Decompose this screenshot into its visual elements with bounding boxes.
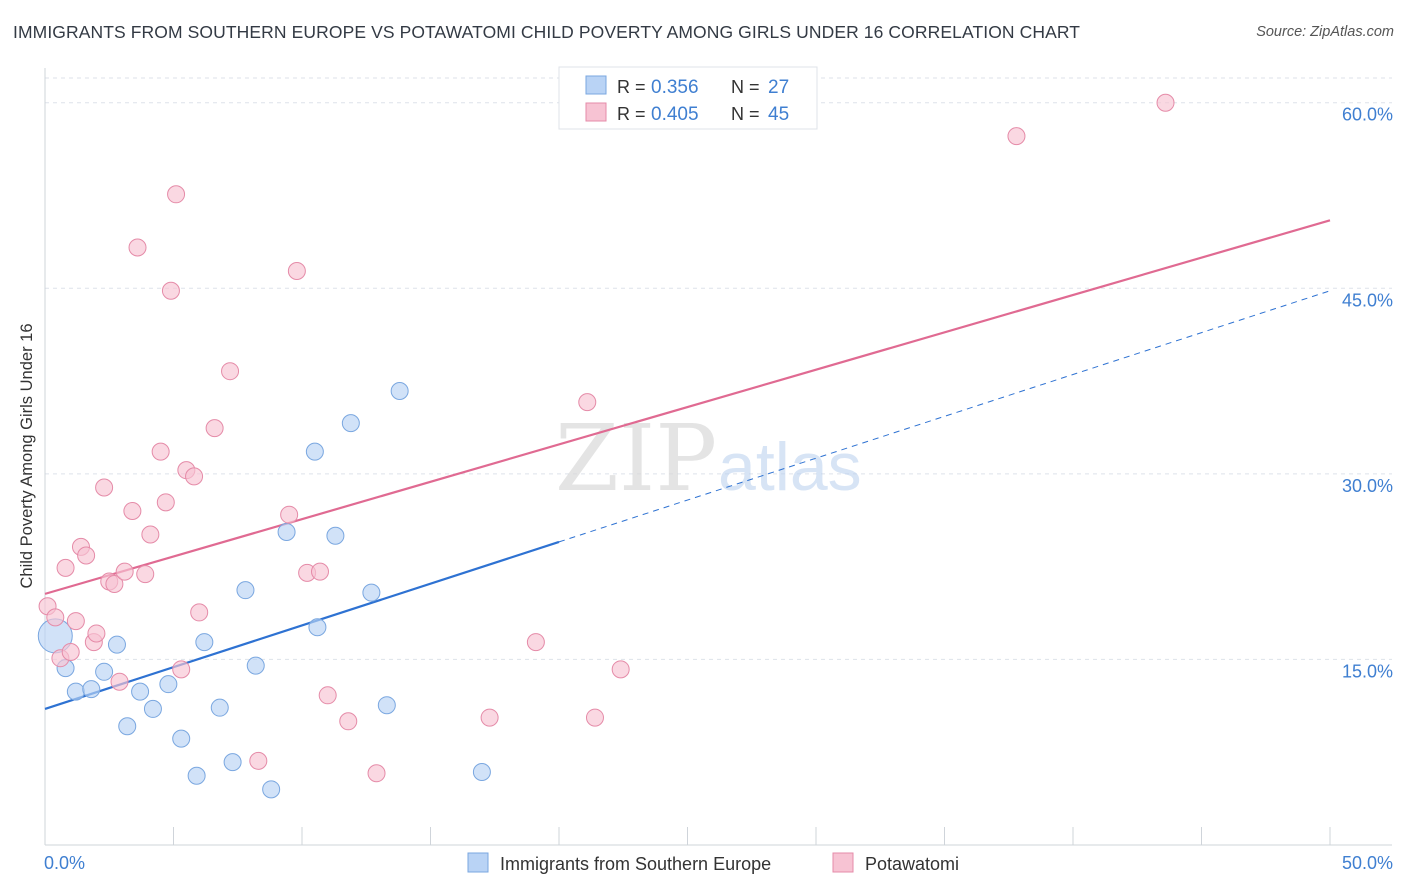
blue-point <box>223 753 242 772</box>
pink-point <box>156 493 175 512</box>
legend-pink-r-label: R = <box>617 104 651 124</box>
pink-point <box>221 362 240 381</box>
pink-point <box>190 603 209 622</box>
pink-point <box>128 238 147 257</box>
pink-point <box>1156 93 1175 112</box>
legend-blue-r-value: 0.356 <box>651 77 699 98</box>
y-axis-title: Child Poverty Among Girls Under 16 <box>18 323 36 588</box>
pink-point <box>339 712 358 731</box>
pink-point <box>367 764 386 783</box>
grid <box>45 77 1392 660</box>
pink-point <box>77 546 96 565</box>
legend-bottom-pink-swatch <box>832 852 854 873</box>
legend-blue-n-label: N = <box>731 77 765 97</box>
blue-point <box>472 763 491 782</box>
legend-pink-n-label: N = <box>731 104 765 124</box>
pink-point <box>1007 127 1026 146</box>
blue-point <box>236 581 255 600</box>
pink-trend-line <box>44 219 1331 595</box>
axes <box>44 68 1392 846</box>
pink-point <box>249 751 268 770</box>
pink-point <box>280 505 299 524</box>
axis-labels: 15.0% 30.0% 45.0% 60.0% 0.0% 50.0% Child Pover… <box>18 105 1393 873</box>
blue-point <box>262 780 281 799</box>
pink-point <box>167 185 186 204</box>
x-tick-label-min: 0.0% <box>44 853 85 873</box>
legend-pink-r-value: 0.405 <box>651 104 699 125</box>
blue-point <box>159 675 178 694</box>
x-tick-label-max: 50.0% <box>1342 853 1393 873</box>
blue-point <box>143 699 162 718</box>
data-points <box>37 93 1175 799</box>
pink-point <box>141 525 160 544</box>
y-tick-label: 15.0% <box>1342 661 1393 681</box>
legend-bottom-pink-label: Potawatomi <box>865 854 959 874</box>
pink-point <box>185 467 204 486</box>
blue-point <box>195 633 214 652</box>
pink-point <box>105 574 124 593</box>
blue-point <box>172 729 191 748</box>
legend-blue-n-value: 27 <box>768 77 789 98</box>
legend-blue-r-label: R = <box>617 77 651 97</box>
y-tick-label: 60.0% <box>1342 105 1393 125</box>
trend-lines <box>44 219 1331 710</box>
blue-point <box>131 682 150 701</box>
pink-point <box>123 501 142 520</box>
pink-point <box>151 442 170 461</box>
blue-point <box>107 635 126 654</box>
pink-point <box>172 660 191 679</box>
pink-point <box>318 686 337 705</box>
legend-top: R = 0.356 N = 27 R = 0.405 N = 45 <box>558 66 818 130</box>
legend-pink-n-value: 45 <box>768 104 789 125</box>
pink-point <box>66 612 85 631</box>
legend-bottom-blue-swatch <box>467 852 489 873</box>
blue-point <box>277 523 296 542</box>
blue-point <box>390 381 409 400</box>
pink-point <box>578 393 597 412</box>
pink-point <box>480 708 499 727</box>
pink-point <box>110 672 129 691</box>
pink-point <box>161 281 180 300</box>
legend-pink-swatch <box>585 102 607 122</box>
pink-point <box>287 261 306 280</box>
blue-point <box>95 662 114 681</box>
pink-point <box>115 562 134 581</box>
legend-bottom: Immigrants from Southern Europe Potawato… <box>467 852 959 874</box>
blue-point <box>82 680 101 699</box>
blue-point <box>187 766 206 785</box>
blue-point <box>362 583 381 602</box>
pink-point <box>46 608 65 627</box>
pink-point <box>205 419 224 438</box>
pink-point <box>526 633 545 652</box>
blue-point <box>118 717 137 736</box>
blue-point <box>308 618 327 637</box>
source-label: Source: ZipAtlas.com <box>1256 24 1394 40</box>
blue-point <box>326 526 345 545</box>
pink-point <box>61 643 80 662</box>
y-tick-label: 45.0% <box>1342 290 1393 310</box>
blue-trend-line <box>44 540 560 710</box>
blue-point <box>66 682 85 701</box>
chart-title: IMMIGRANTS FROM SOUTHERN EUROPE VS POTAW… <box>13 22 1081 42</box>
blue-point <box>341 414 360 433</box>
pink-point <box>585 708 604 727</box>
blue-trend-extension <box>558 290 1331 543</box>
blue-point <box>210 698 229 717</box>
blue-point <box>305 442 324 461</box>
legend-blue-swatch <box>585 75 607 95</box>
pink-point <box>136 565 155 584</box>
pink-point <box>611 660 630 679</box>
legend-bottom-blue-label: Immigrants from Southern Europe <box>500 854 771 874</box>
pink-point <box>310 562 329 581</box>
pink-point <box>95 478 114 497</box>
blue-point <box>246 656 265 675</box>
pink-point <box>56 558 75 577</box>
pink-point <box>87 624 106 643</box>
y-tick-label: 30.0% <box>1342 476 1393 496</box>
blue-point <box>377 696 396 715</box>
